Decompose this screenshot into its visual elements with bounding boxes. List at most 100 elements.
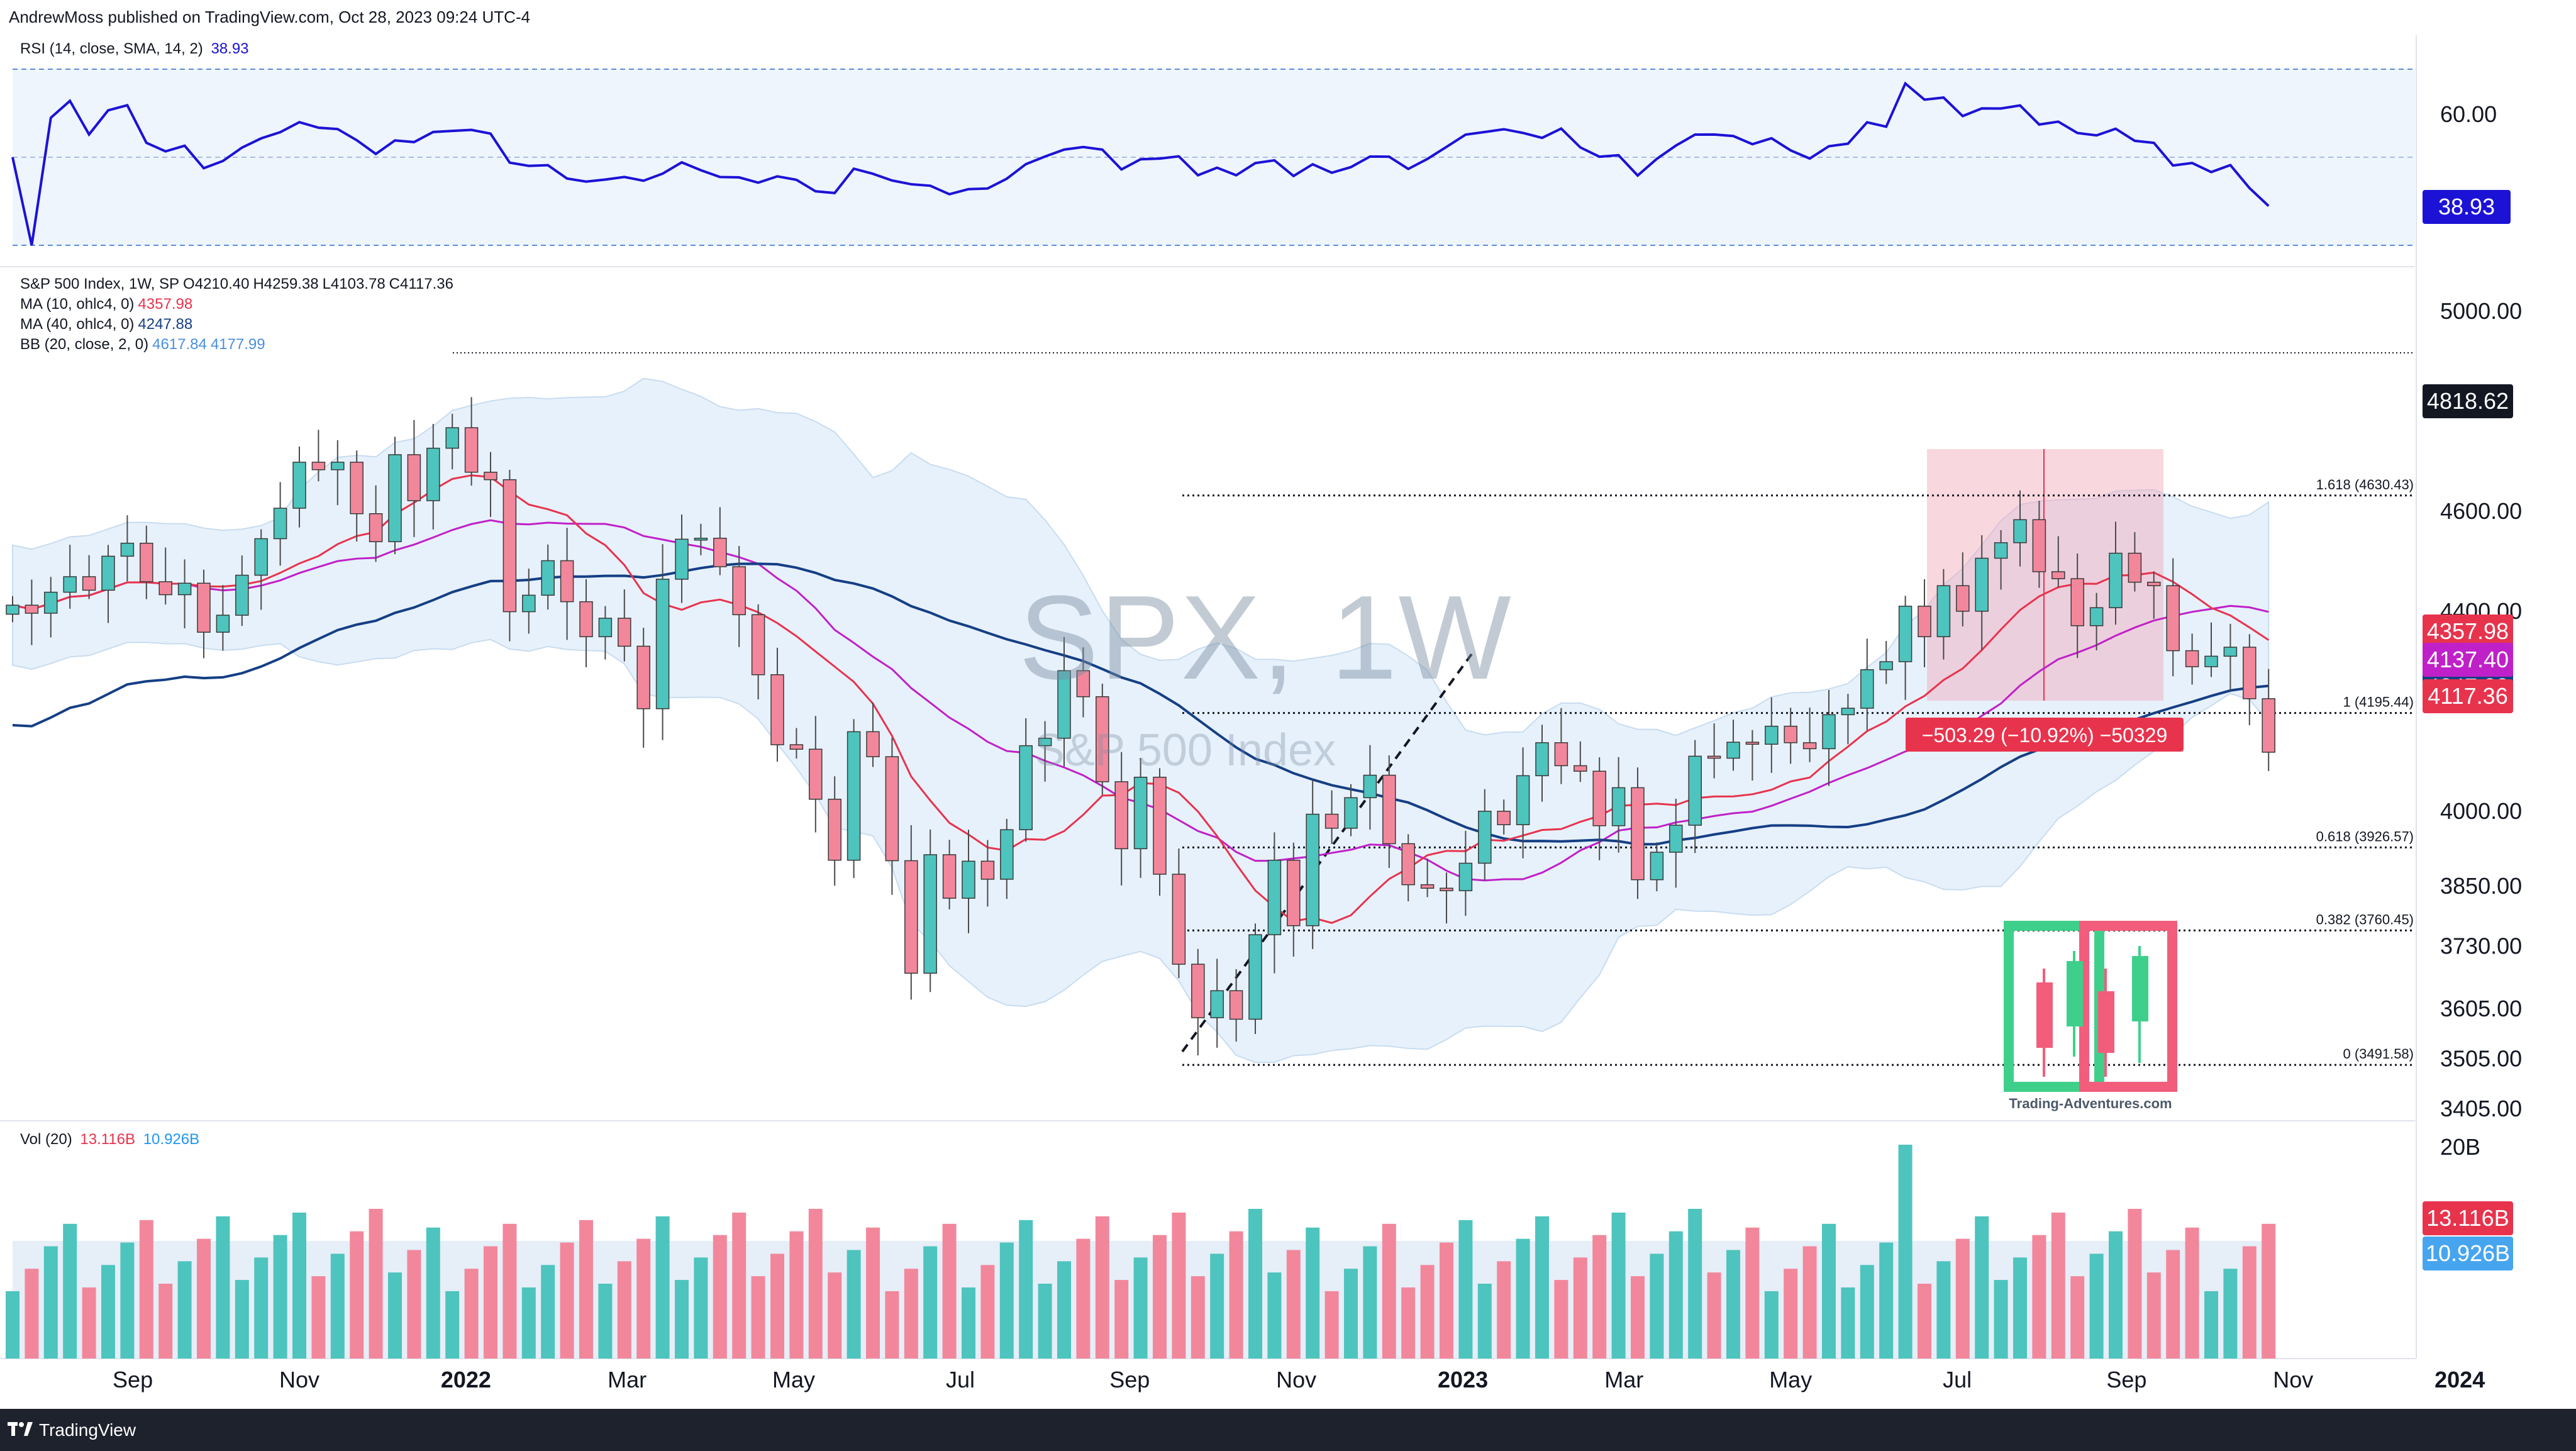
- volume-bar: [636, 1238, 651, 1359]
- volume-bar: [713, 1235, 727, 1359]
- price-axis-label: 4600.00: [2440, 498, 2522, 524]
- candle-body: [1726, 742, 1740, 759]
- candle-body: [1975, 557, 1989, 612]
- volume-bar: [120, 1242, 135, 1359]
- rsi-pane: [11, 69, 2415, 246]
- time-axis-label: Nov: [279, 1367, 319, 1393]
- candle-body: [1631, 787, 1645, 881]
- time-axis-label: May: [772, 1367, 815, 1393]
- candle-body: [1611, 787, 1626, 826]
- logo-candle-2: [2067, 961, 2083, 1026]
- volume-bar: [445, 1291, 460, 1359]
- candle-body: [120, 542, 135, 557]
- volume-pane: [6, 1145, 2276, 1359]
- volume-bar: [579, 1220, 593, 1359]
- fibonacci-levels: [1182, 494, 2415, 1066]
- volume-bar: [1592, 1235, 1607, 1359]
- volume-bar: [254, 1257, 269, 1359]
- publisher-header: AndrewMoss published on TradingView.com,…: [0, 0, 2576, 35]
- candle-body: [770, 674, 784, 745]
- rsi-legend: RSI (14, close, SMA, 14, 2) 38.93: [20, 40, 249, 58]
- trading-adventures-logo: Trading-Adventures.com: [2004, 921, 2177, 1111]
- volume-bar: [43, 1246, 58, 1359]
- candle-body: [541, 560, 555, 596]
- watermark-symbol: SPX, 1W: [1019, 571, 1513, 704]
- volume-bar: [1936, 1261, 1951, 1359]
- measure-label-box: [1906, 718, 2184, 752]
- rsi-legend-value: 38.93: [211, 40, 249, 57]
- candle-body: [1306, 813, 1319, 926]
- price-legend-value: 4177.99: [210, 336, 265, 353]
- candle-body: [1057, 670, 1071, 739]
- fib-label: 0.382 (3760.45): [2316, 911, 2414, 927]
- rsi-axis: 60.00: [2440, 101, 2497, 127]
- volume-tag-2: 10.926B: [2423, 1237, 2513, 1270]
- candle-body: [847, 731, 861, 861]
- volume-bar: [1172, 1212, 1186, 1359]
- candle-body: [388, 454, 402, 543]
- volume-bar: [369, 1209, 383, 1359]
- volume-legend-title: Vol (20): [20, 1131, 72, 1148]
- volume-bar: [139, 1220, 153, 1359]
- volume-bar: [1688, 1209, 1702, 1359]
- volume-legend-value-2: 10.926B: [143, 1131, 200, 1148]
- candle-body: [1191, 964, 1205, 1018]
- price-axis-label: 3405.00: [2440, 1096, 2522, 1121]
- volume-bar: [1458, 1220, 1473, 1359]
- candle-body: [962, 860, 975, 899]
- volume-bar: [1898, 1145, 1913, 1359]
- candle-body: [254, 538, 268, 576]
- price-legend-value: 4247.88: [138, 316, 193, 333]
- candle-body: [1898, 606, 1913, 662]
- candle-body: [1096, 696, 1109, 782]
- candle-body: [1802, 742, 1817, 750]
- price-axis-label: 3850.00: [2440, 873, 2522, 899]
- volume-bar: [1516, 1238, 1530, 1359]
- candle-body: [2128, 552, 2142, 583]
- volume-bar: [1382, 1223, 1396, 1359]
- volume-bar: [942, 1223, 957, 1359]
- price-legend-label: S&P 500 Index, 1W, SP: [20, 275, 180, 292]
- candle-body: [1956, 585, 1970, 612]
- candle-body: [1994, 542, 2008, 559]
- volume-bar: [330, 1254, 345, 1359]
- candle-body: [369, 513, 383, 543]
- volume-axis-label: 20B: [2440, 1134, 2480, 1160]
- time-axis-label: Nov: [1276, 1367, 1316, 1393]
- volume-bar: [1344, 1269, 1358, 1359]
- candle-body: [1076, 670, 1091, 698]
- candle-body: [1860, 669, 1874, 709]
- candle-body: [885, 756, 899, 862]
- tradingview-logo-icon[interactable]: [8, 1420, 33, 1438]
- price-legend-value: O4210.40: [183, 275, 250, 292]
- volume-bar: [904, 1269, 918, 1359]
- volume-bar: [1229, 1231, 1243, 1359]
- volume-bar: [6, 1291, 19, 1359]
- volume-bar: [847, 1250, 861, 1359]
- candle-body: [1401, 843, 1415, 886]
- fib-label: 1.618 (4630.43): [2316, 477, 2414, 492]
- volume-bar: [541, 1265, 555, 1359]
- volume-bar: [1631, 1276, 1645, 1359]
- candle-body: [101, 555, 115, 591]
- price-legend-row: MA (10, ohlc4, 0) 4357.98: [20, 296, 192, 313]
- candle-body: [426, 447, 440, 501]
- volume-bar: [1114, 1280, 1129, 1359]
- candle-body: [2166, 585, 2180, 652]
- candle-body: [1000, 829, 1014, 880]
- volume-bar: [2204, 1291, 2218, 1359]
- volume-bar: [1745, 1227, 1760, 1359]
- rsi-line: [11, 81, 2270, 246]
- candle-body: [502, 479, 517, 613]
- price-tag: 4818.62: [2423, 384, 2513, 419]
- candle-body: [1458, 862, 1473, 891]
- footer-brand: TradingView: [39, 1420, 136, 1440]
- price-legend-row: BB (20, close, 2, 0) 4617.84 4177.99: [20, 336, 265, 353]
- candle-body: [675, 538, 689, 580]
- candle-body: [484, 472, 497, 481]
- volume-bar: [1248, 1209, 1262, 1359]
- price-tag: 4117.36: [2423, 679, 2513, 713]
- candle-body: [2147, 581, 2161, 586]
- candle-body: [2185, 650, 2199, 667]
